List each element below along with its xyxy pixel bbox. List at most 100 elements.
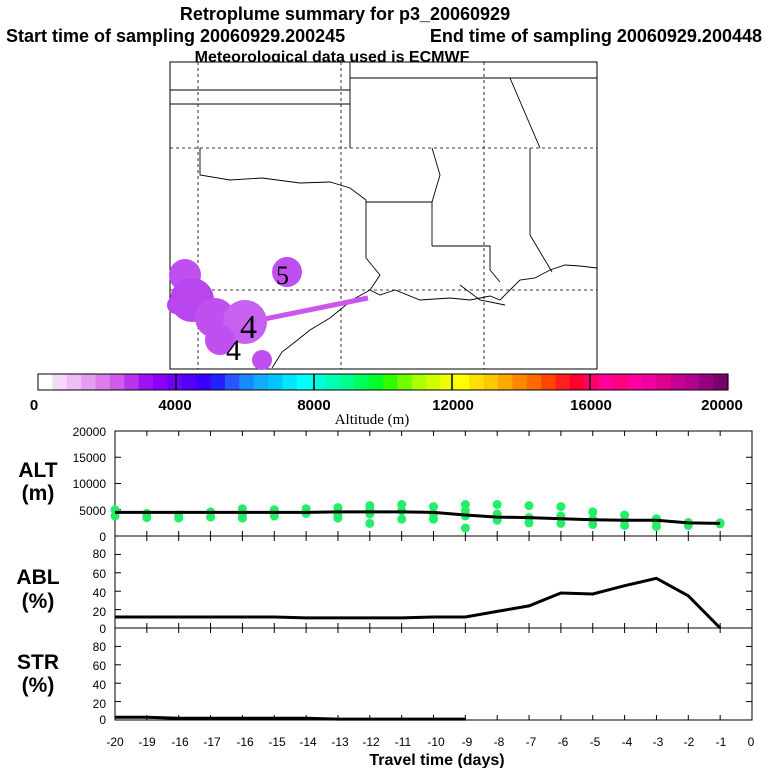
x-tick-label: -5 — [590, 735, 601, 749]
colorbar-tick: 8000 — [297, 397, 330, 414]
x-tick-label: -12 — [362, 735, 380, 749]
x-tick-label: -16 — [236, 735, 254, 749]
plume-marker — [252, 350, 272, 370]
x-tick-label: -3 — [653, 735, 664, 749]
figure-title: Retroplume summary for p3_20060929 — [180, 4, 510, 24]
colorbar-tick: 12000 — [432, 397, 474, 414]
alt-particle-point — [174, 513, 184, 523]
x-tick-label: -7 — [526, 735, 537, 749]
colorbar-swatch — [684, 374, 700, 390]
abl-y-tick: 80 — [93, 547, 107, 561]
colorbar-swatch — [713, 374, 729, 390]
str-unit-label: (%) — [22, 674, 55, 697]
str-panel-label: STR — [17, 651, 59, 674]
x-tick-label: -20 — [106, 735, 124, 749]
colorbar-frame — [37, 373, 729, 391]
alt-particle-point — [142, 513, 152, 523]
colorbar-swatch — [613, 374, 628, 390]
alt-particle-point — [588, 507, 598, 517]
x-tick-label: -6 — [558, 735, 569, 749]
colorbar-swatch — [124, 374, 140, 390]
colorbar-swatch — [584, 374, 600, 390]
colorbar-swatch — [282, 374, 298, 390]
colorbar-swatch — [210, 374, 226, 390]
colorbar-swatch — [339, 374, 355, 390]
alt-particle-point — [460, 500, 470, 509]
abl-unit-label: (%) — [22, 590, 55, 613]
state-boundaries — [170, 62, 597, 291]
x-tick-label: -17 — [203, 735, 221, 749]
x-tick-label: -4 — [622, 735, 633, 749]
colorbar-swatch — [670, 374, 686, 390]
plume-marker — [205, 325, 235, 355]
colorbar-swatch — [81, 374, 97, 390]
abl-y-tick: 40 — [93, 586, 107, 600]
colorbar-swatch — [656, 374, 672, 390]
map-graticule — [170, 62, 597, 369]
panels-frame — [114, 430, 753, 721]
x-tick-label: -13 — [331, 735, 349, 749]
str-y-tick: 20 — [93, 697, 107, 711]
alt-particle-point — [556, 502, 566, 512]
alt-y-tick: 10000 — [73, 477, 107, 491]
colorbar-swatch — [569, 374, 585, 390]
alt-y-tick: 0 — [99, 530, 106, 544]
colorbar-tick: 0 — [30, 397, 38, 414]
colorbar-swatch — [699, 374, 715, 390]
colorbar-swatch — [541, 374, 557, 390]
start-time-label: Start time of sampling 20060929.200245 — [6, 26, 345, 46]
colorbar-swatch — [469, 374, 485, 390]
plume-marker — [272, 257, 302, 287]
altitude-colorbar — [37, 373, 729, 391]
colorbar-swatch — [181, 374, 197, 390]
x-tick-label: -1 — [716, 735, 727, 749]
colorbar-swatch — [526, 374, 542, 390]
str-y-tick: 80 — [93, 640, 107, 654]
colorbar-swatch — [239, 374, 255, 390]
colorbar-swatch — [555, 374, 571, 390]
alt-particle-point — [429, 514, 438, 524]
alt-panel-label: ALT — [18, 459, 57, 482]
x-axis-label: Travel time (days) — [369, 752, 504, 768]
colorbar-swatch — [153, 374, 168, 390]
plume-marker — [167, 296, 185, 314]
colorbar-swatch — [38, 374, 53, 390]
alt-y-tick: 15000 — [73, 451, 107, 465]
retroplume-trajectory: 5 4 4 — [167, 257, 369, 370]
colorbar-swatch — [268, 374, 283, 390]
colorbar-swatch — [253, 374, 269, 390]
alt-y-tick: 20000 — [73, 425, 107, 439]
colorbar-swatch — [354, 374, 370, 390]
colorbar-swatch — [325, 374, 341, 390]
colorbar-swatch — [95, 374, 111, 390]
x-tick-label: -2 — [684, 735, 695, 749]
colorbar-swatch — [627, 374, 643, 390]
colorbar-swatch — [498, 374, 513, 390]
colorbar-tick: 16000 — [570, 397, 612, 414]
plume-day-label: 4 — [226, 334, 241, 367]
alt-particle-point — [620, 521, 630, 530]
abl-panel-label: ABL — [16, 566, 59, 589]
colorbar-swatch — [440, 374, 456, 390]
colorbar-swatch — [196, 374, 212, 390]
colorbar-swatch — [52, 374, 68, 390]
alt-particle-point — [588, 520, 598, 529]
alt-particle-point — [460, 523, 470, 533]
alt-particle-point — [237, 513, 247, 523]
x-tick-label: -14 — [299, 735, 317, 749]
alt-particle-point — [333, 513, 343, 523]
abl-y-tick: 20 — [93, 605, 107, 619]
alt-unit-label: (m) — [22, 482, 55, 505]
abl-y-tick: 60 — [93, 567, 107, 581]
colorbar-swatch — [167, 374, 183, 390]
colorbar-swatch — [383, 374, 398, 390]
alt-particle-point — [365, 518, 375, 528]
x-tick-label: -10 — [427, 735, 445, 749]
str-y-tick: 0 — [99, 713, 106, 727]
map-panel: 5 4 4 — [167, 61, 598, 370]
x-tick-label: -19 — [138, 735, 156, 749]
alt-particle-point — [429, 502, 438, 512]
colorbar-swatch — [512, 374, 528, 390]
x-tick-label: -16 — [171, 735, 189, 749]
